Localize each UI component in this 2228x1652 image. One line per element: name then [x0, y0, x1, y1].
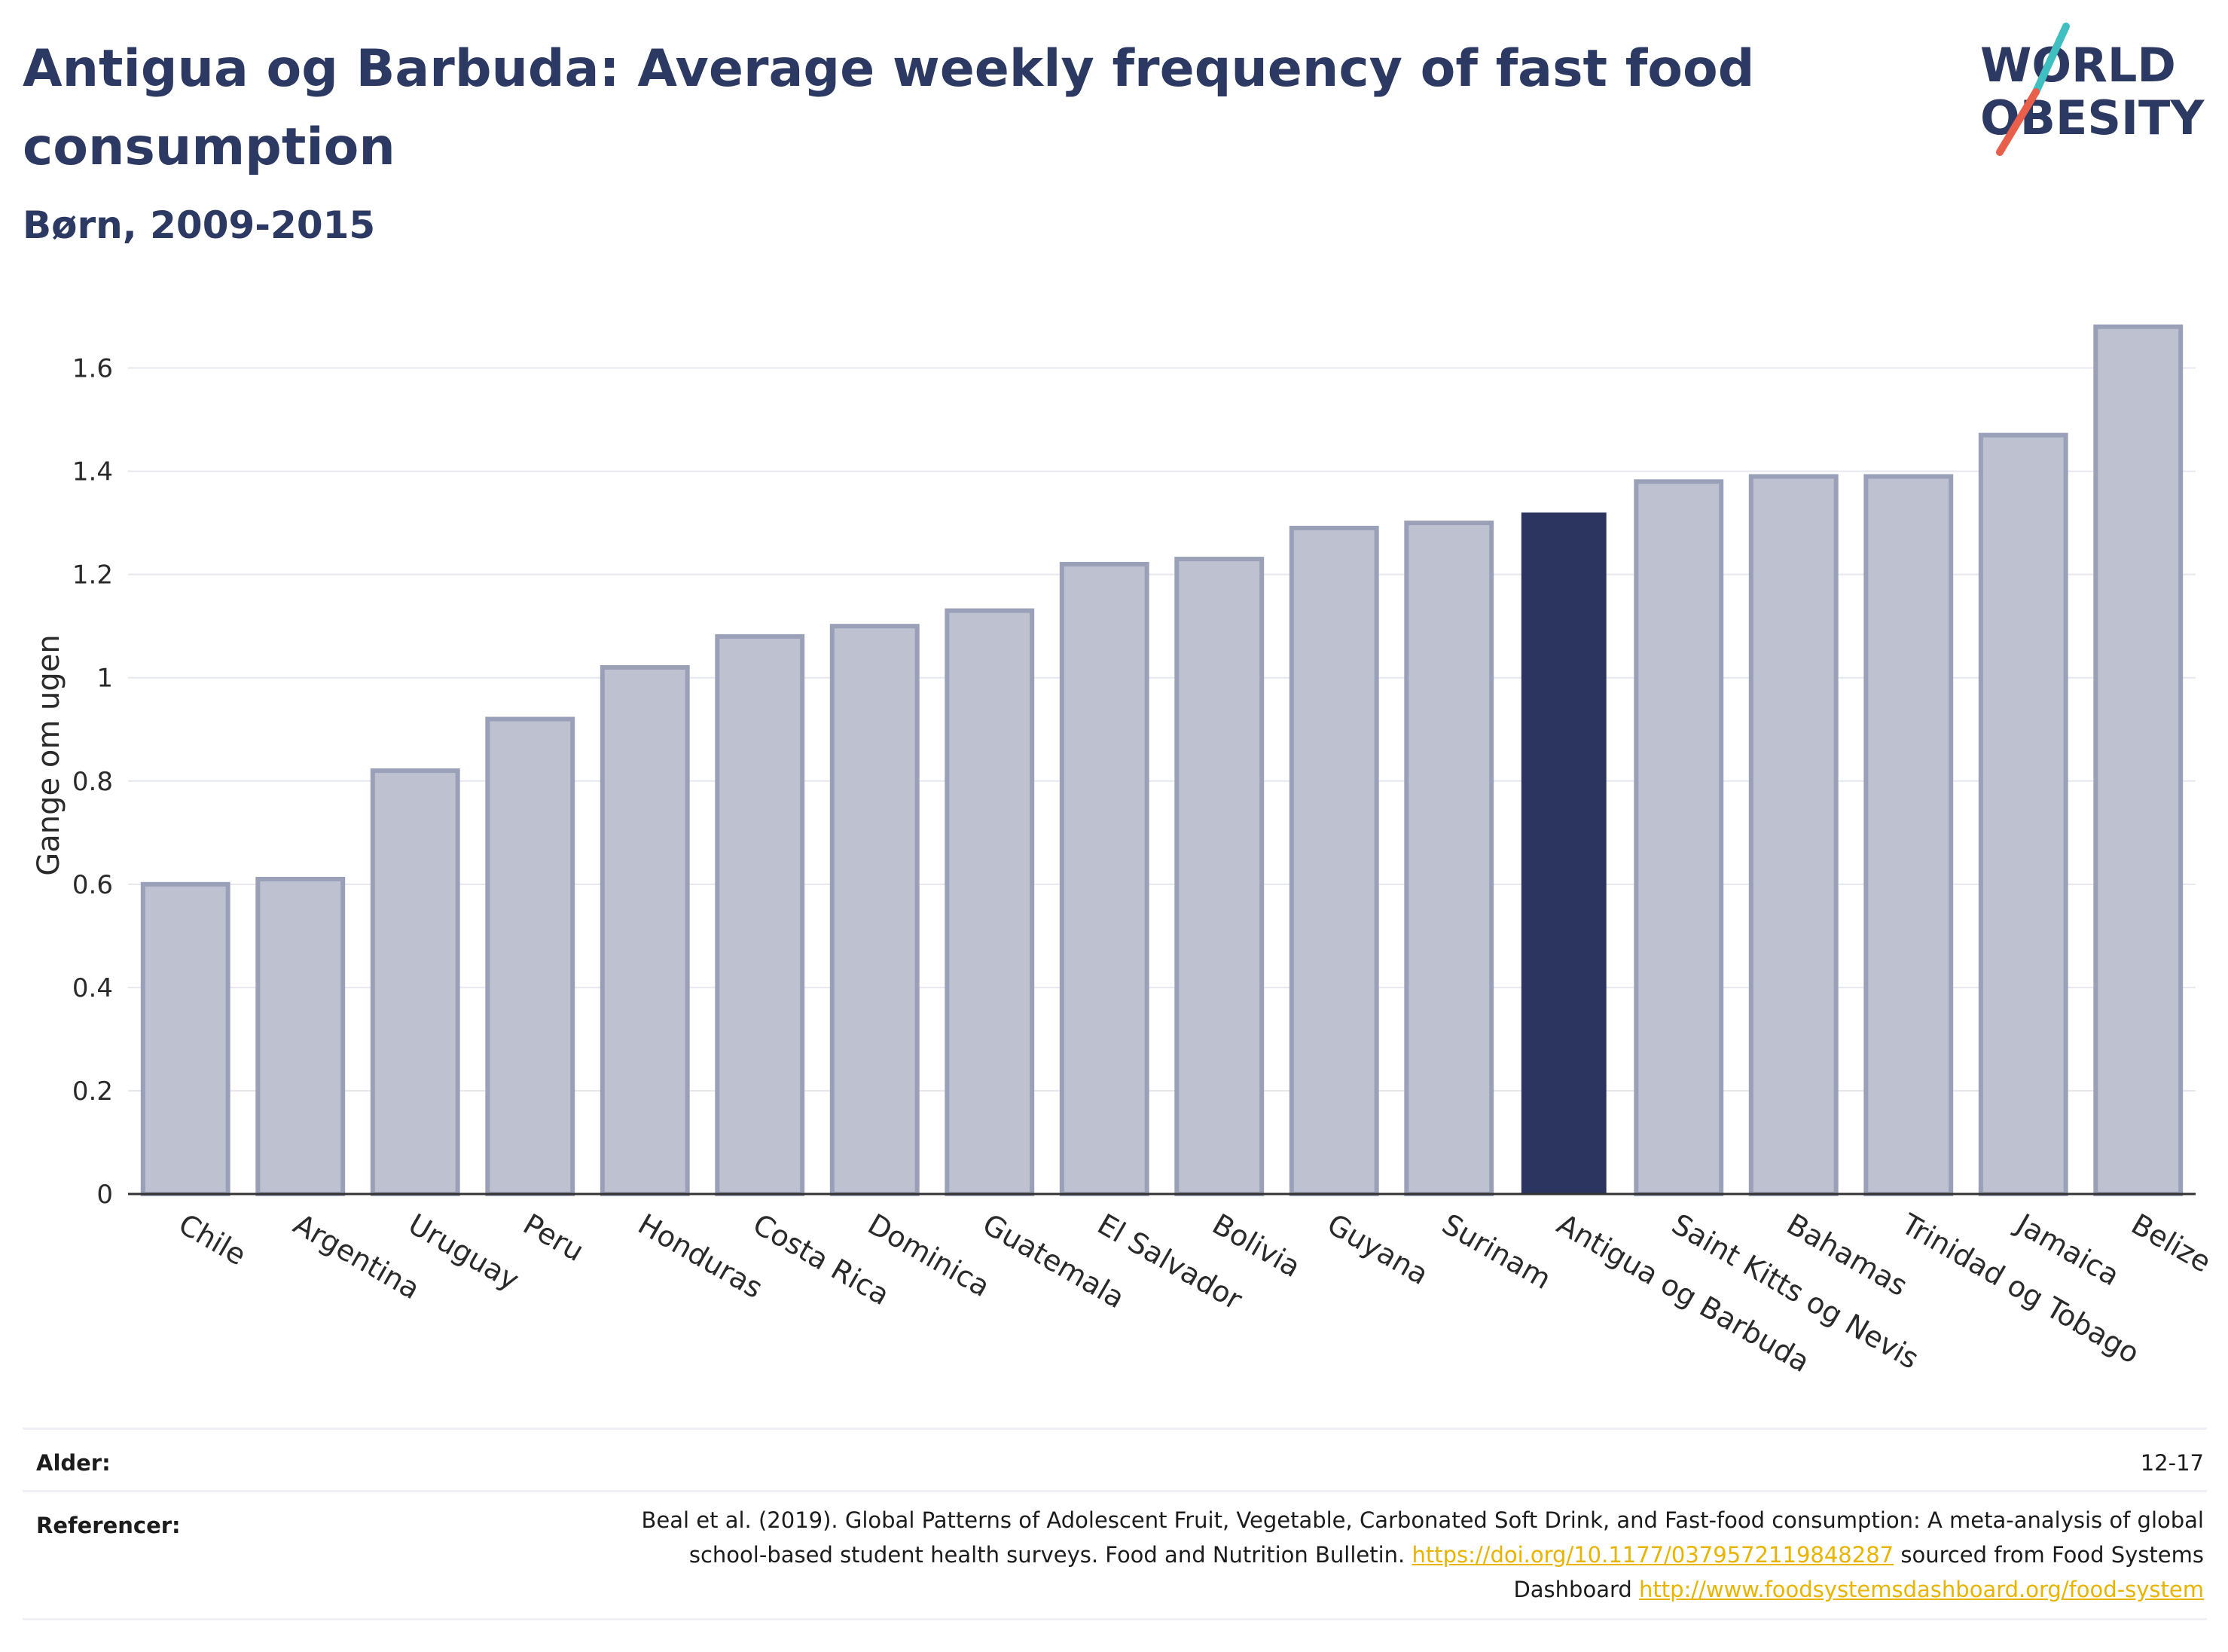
bar: [1289, 525, 1379, 1196]
bar: [829, 624, 920, 1197]
bar: [1748, 474, 1839, 1197]
bar: [1404, 521, 1494, 1196]
y-tick-label: 1: [96, 664, 113, 694]
x-tick-label: Honduras: [633, 1208, 768, 1305]
bar: [485, 716, 575, 1196]
x-tick-label: Surinam: [1436, 1208, 1557, 1296]
y-axis-label: Gange om ugen: [32, 634, 66, 875]
x-tick-label: Chile: [173, 1208, 252, 1272]
footer-divider-top: [23, 1428, 2207, 1430]
references-text-part1: Beal et al. (2019). Global Patterns of A…: [641, 1507, 2204, 1568]
bar: [1059, 561, 1149, 1196]
y-tick-label: 0.6: [72, 870, 113, 900]
references-label: Referencer:: [36, 1513, 181, 1538]
doi-link[interactable]: https://doi.org/10.1177/0379572119848287: [1412, 1542, 1894, 1568]
y-tick-label: 0: [96, 1180, 113, 1210]
x-tick-label: Argentina: [288, 1208, 426, 1306]
chart-title: Antigua og Barbuda: Average weekly frequ…: [23, 39, 1755, 177]
world-obesity-logo: WORLD OBESITY: [1980, 23, 2205, 156]
y-tick-label: 1.6: [72, 354, 113, 384]
x-tick-label: Belize: [2126, 1208, 2217, 1279]
bar-chart: 0 0.2 0.4 0.6 0.8 1 1.2 1.4 1.6 Gange om ugen Chil…: [32, 324, 2217, 1379]
bar: [140, 881, 230, 1197]
logo-slash-red: [1996, 88, 2040, 156]
bar-highlighted: [1521, 512, 1607, 1194]
references-text: Beal et al. (2019). Global Patterns of A…: [584, 1503, 2204, 1607]
bar: [1978, 432, 2068, 1196]
y-tick-label: 1.4: [72, 457, 113, 487]
logo-slash-teal: [2032, 23, 2070, 96]
footer-divider-bottom: [23, 1618, 2207, 1620]
bar: [1634, 479, 1724, 1196]
bar: [2093, 324, 2184, 1196]
bar: [370, 768, 460, 1196]
bar: [1863, 474, 1954, 1197]
bar: [255, 876, 346, 1196]
dashboard-link[interactable]: http://www.foodsystemsdashboard.org/food…: [1639, 1577, 2204, 1602]
bar: [715, 634, 805, 1197]
bar: [945, 608, 1035, 1196]
bar: [1174, 557, 1265, 1196]
references-text-part2: sourced from Food Systems Dashboard: [1513, 1542, 2204, 1602]
bar: [600, 665, 690, 1196]
logo-text-world: WORLD: [1980, 38, 2176, 93]
logo-text-obesity: OBESITY: [1980, 90, 2205, 145]
y-tick-label: 1.2: [72, 560, 113, 591]
x-tick-label: Peru: [517, 1208, 589, 1268]
y-tick-label: 0.2: [72, 1076, 113, 1107]
age-label: Alder:: [36, 1450, 111, 1476]
chart-subtitle: Børn, 2009-2015: [23, 203, 376, 247]
age-value: 12-17: [2140, 1450, 2204, 1476]
y-tick-label: 0.8: [72, 767, 113, 797]
y-tick-label: 0.4: [72, 973, 113, 1003]
x-tick-label: Guyana: [1322, 1208, 1434, 1291]
footer-divider-middle: [23, 1490, 2207, 1492]
